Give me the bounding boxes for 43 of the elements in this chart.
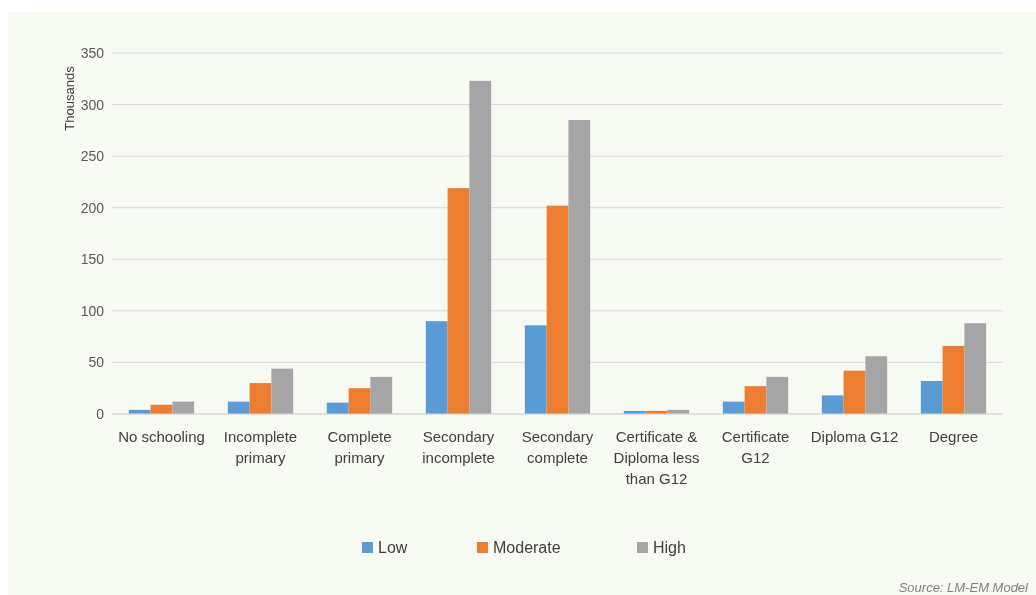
x-tick-label: No schooling (118, 428, 205, 445)
bar (271, 368, 294, 414)
x-tick-label: Complete primary (327, 428, 392, 466)
bar (469, 80, 492, 414)
bar (568, 120, 591, 414)
bar (821, 395, 844, 414)
bar (348, 388, 371, 414)
bar (865, 356, 888, 414)
y-tick-label: 200 (80, 199, 105, 216)
y-tick-label: 100 (80, 302, 105, 319)
x-tick-label: Secondary incomplete (422, 428, 495, 466)
bar (524, 325, 547, 414)
bar (964, 323, 987, 414)
x-tick-label: Certificate & Diploma less than G12 (613, 428, 700, 487)
y-axis-title: Thousands (62, 65, 77, 131)
bar (722, 401, 745, 414)
y-tick-label: 0 (96, 406, 105, 422)
y-tick-label: 350 (80, 45, 105, 61)
bar (920, 380, 943, 414)
x-tick-label: Degree (928, 428, 979, 445)
x-tick-label: Secondary complete (521, 428, 594, 466)
bar (227, 401, 250, 414)
bar (546, 205, 569, 414)
source-note: Source: LM-EM Model (898, 580, 1030, 595)
bar (172, 401, 195, 414)
legend-label: Low (378, 539, 408, 556)
bar (766, 376, 789, 414)
bar (249, 383, 272, 414)
bar (942, 345, 965, 414)
bar (370, 376, 393, 414)
x-tick-label: Certificate G12 (721, 428, 790, 466)
x-tick-label: Incomplete primary (223, 428, 298, 466)
legend-label: Moderate (493, 539, 561, 556)
x-tick-label: Diploma G12 (810, 428, 899, 445)
bar (843, 370, 866, 414)
bar (744, 386, 767, 414)
legend-label: High (653, 539, 686, 556)
y-tick-label: 50 (88, 354, 105, 371)
y-tick-label: 150 (80, 251, 105, 268)
bar (425, 321, 448, 414)
bar (447, 188, 470, 414)
y-tick-label: 250 (80, 148, 105, 165)
y-tick-label: 300 (80, 96, 105, 113)
